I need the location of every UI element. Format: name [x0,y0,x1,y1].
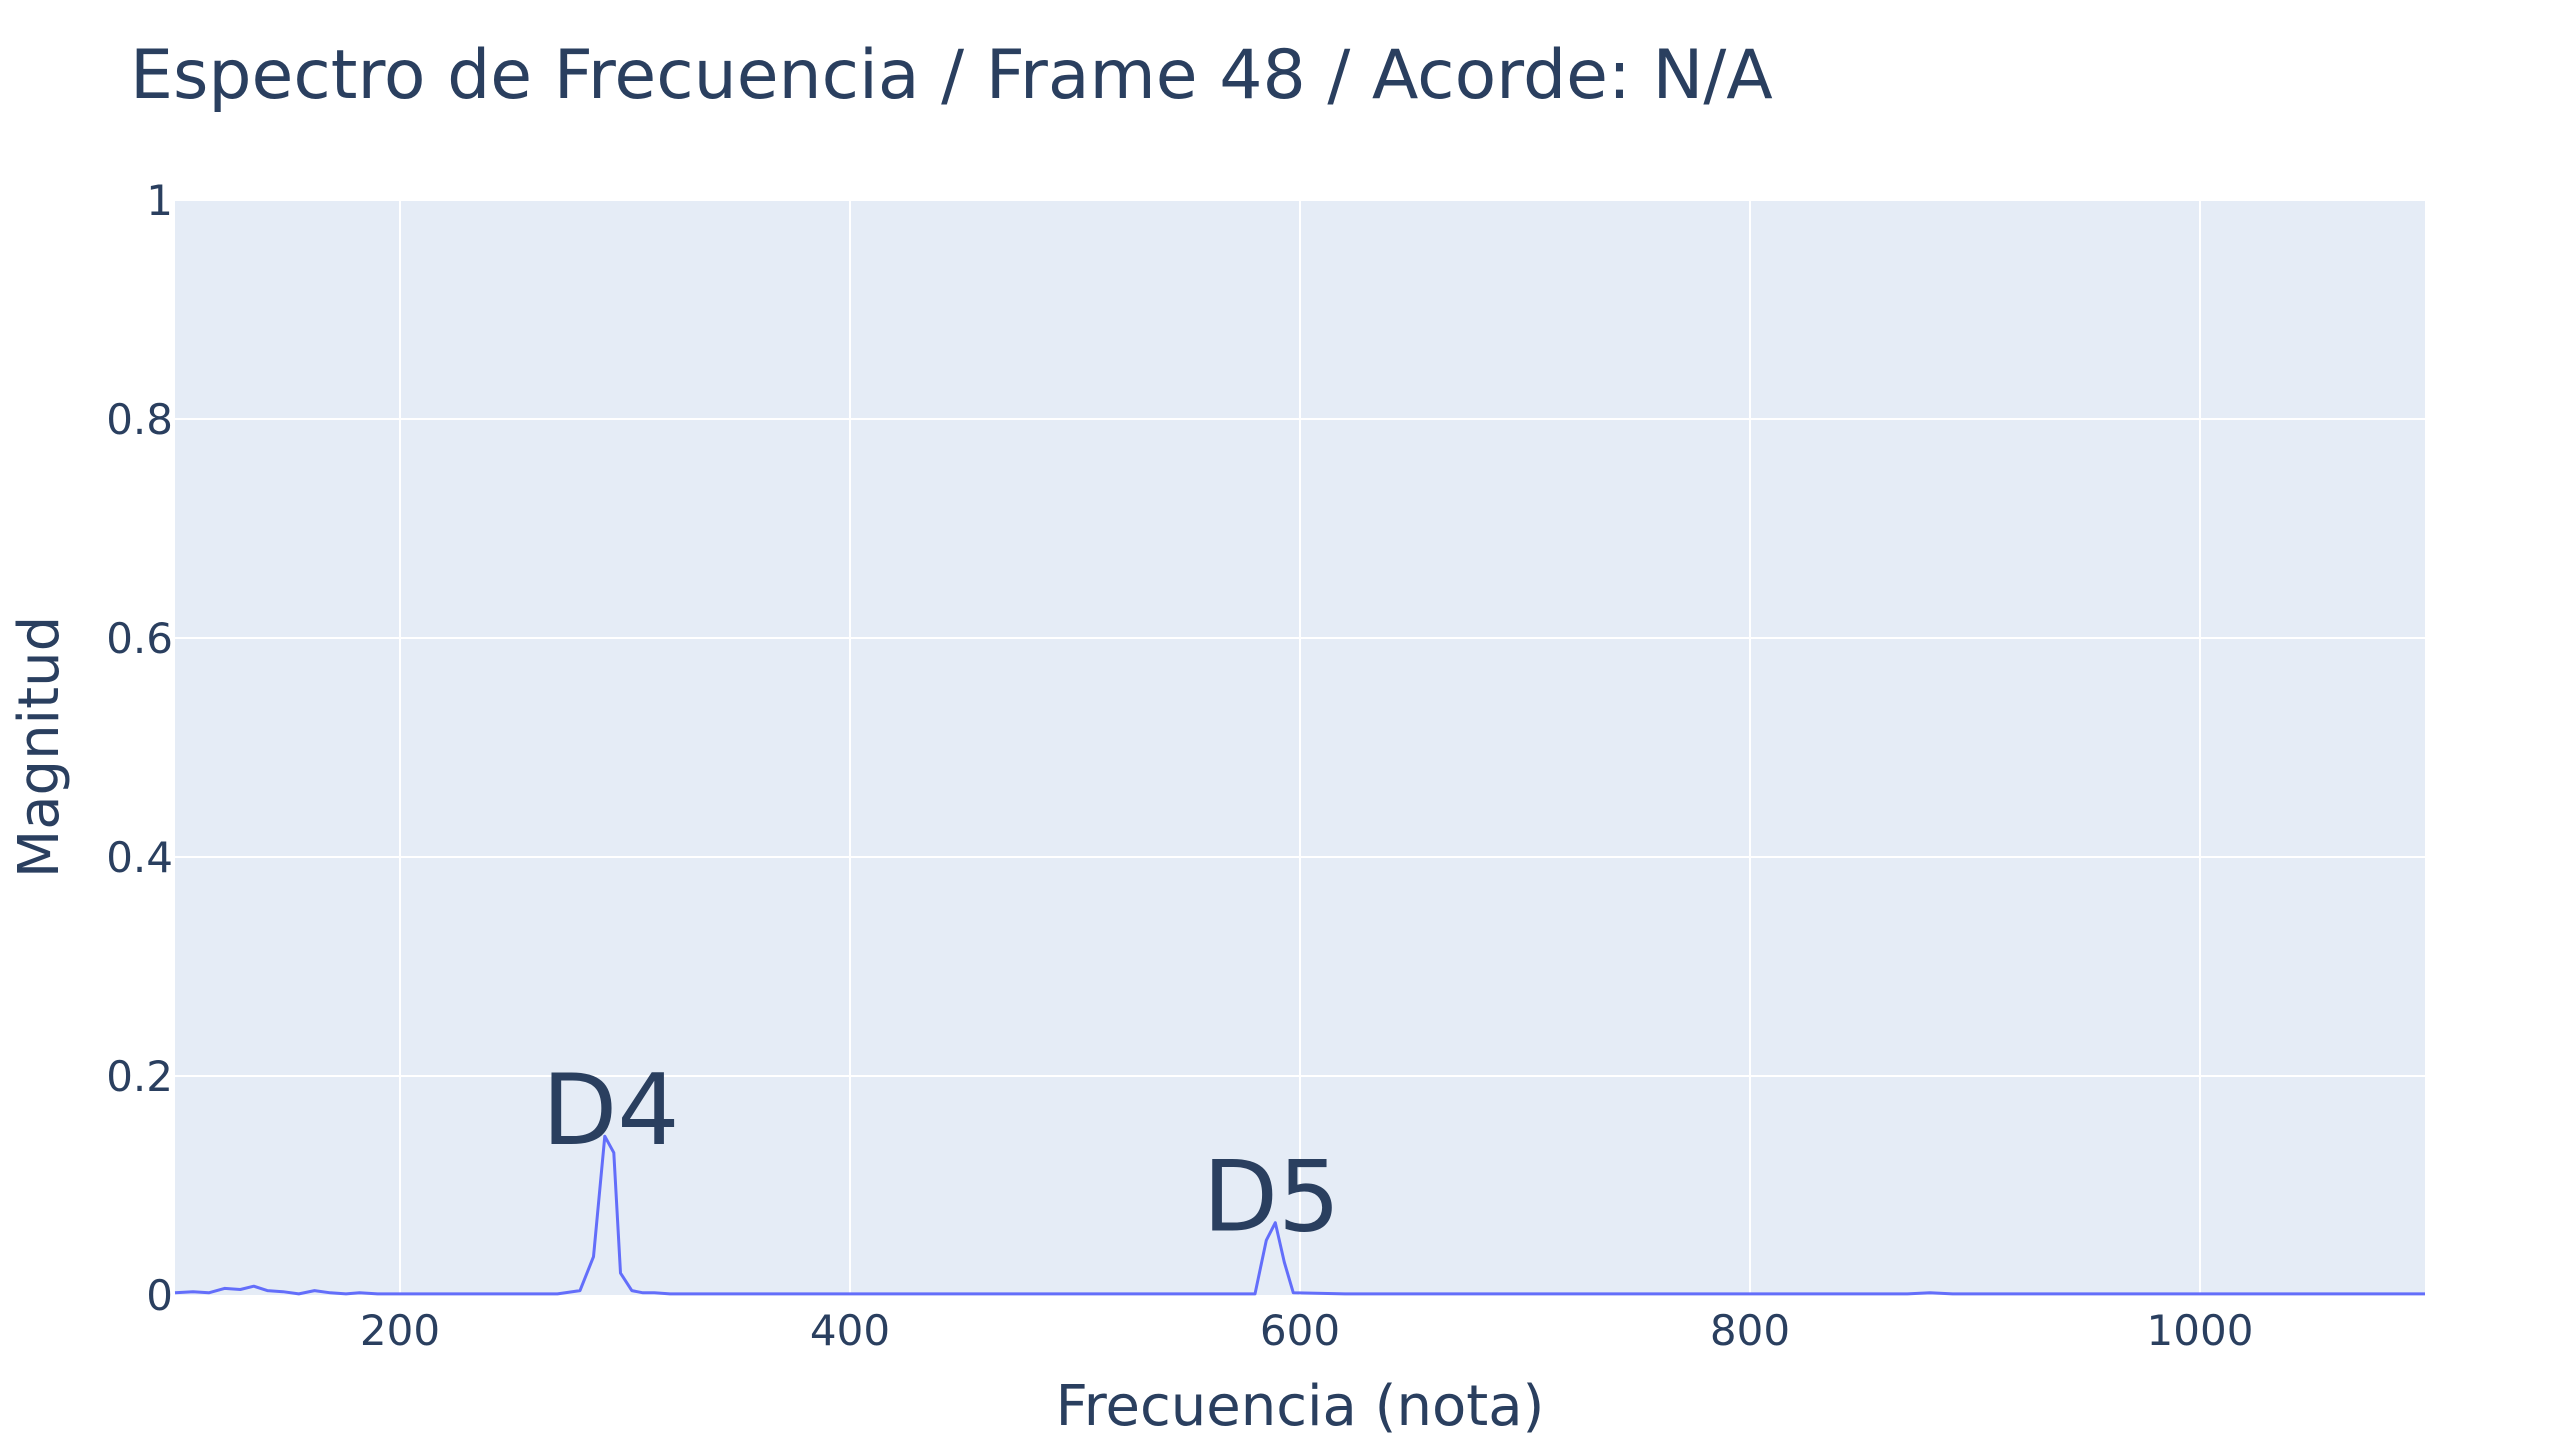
gridlines [175,199,2425,1295]
series-line [174,1134,2425,1296]
chart-title: Espectro de Frecuencia / Frame 48 / Acor… [130,36,1773,115]
x-tick-label: 400 [810,1306,890,1355]
x-tick-label: 800 [1710,1306,1790,1355]
y-axis-title: Magnitud [7,616,72,878]
x-axis-title: Frecuencia (nota) [1056,1374,1545,1439]
peak-annotation: D5 [1203,1141,1341,1255]
y-tick-label: 0.6 [106,614,173,663]
y-tick-label: 0.2 [106,1052,173,1101]
y-tick-labels: 0 0.2 0.4 0.6 0.8 1 [106,176,173,1320]
y-tick-label: 0.8 [106,395,173,444]
y-tick-label: 1 [146,176,173,225]
annotations: D4 D5 [542,1054,1341,1255]
y-tick-label: 0 [146,1271,173,1320]
x-tick-labels: 200 400 600 800 1000 [360,1306,2254,1355]
x-tick-label: 200 [360,1306,440,1355]
peak-annotation: D4 [542,1054,680,1168]
y-tick-label: 0.4 [106,833,173,882]
x-tick-label: 600 [1260,1306,1340,1355]
x-tick-label: 1000 [2147,1306,2254,1355]
